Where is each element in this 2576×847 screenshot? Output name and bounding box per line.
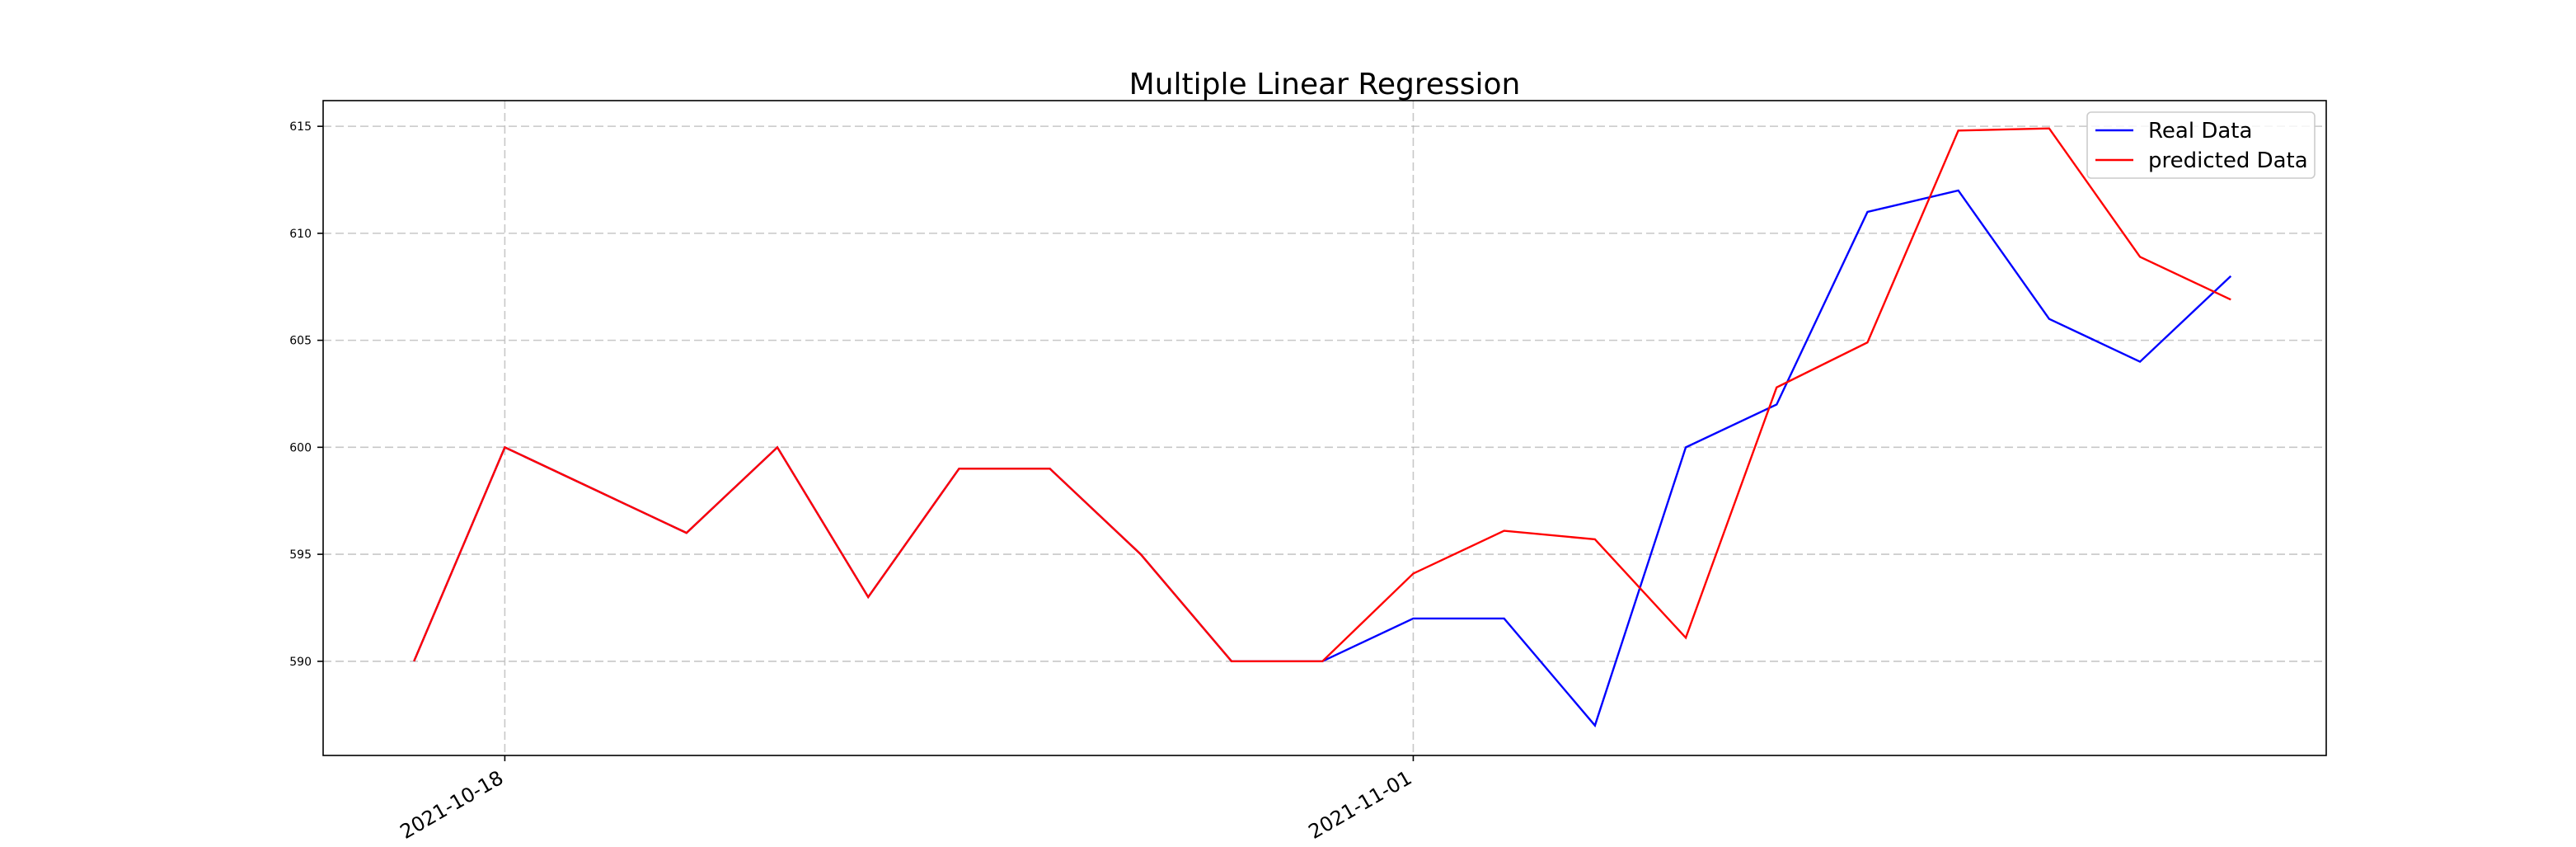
y-tick-label: 595 [289, 548, 312, 562]
y-tick-label: 605 [289, 335, 312, 348]
y-tick-label: 610 [289, 228, 312, 241]
legend-box [2086, 111, 2316, 179]
x-tick-label: 2021-11-01 [1305, 766, 1416, 844]
chart-title: Multiple Linear Regression [1129, 68, 1521, 101]
plot-frame [322, 100, 2327, 756]
y-tick-label: 600 [289, 441, 312, 454]
y-tick-label: 590 [289, 656, 312, 669]
legend-label: Real Data [2148, 119, 2252, 144]
x-tick-label: 2021-10-18 [396, 766, 508, 844]
y-tick-label: 615 [289, 120, 312, 134]
data-line [413, 189, 2232, 728]
legend-label: predicted Data [2148, 148, 2308, 173]
data-line [413, 127, 2231, 663]
